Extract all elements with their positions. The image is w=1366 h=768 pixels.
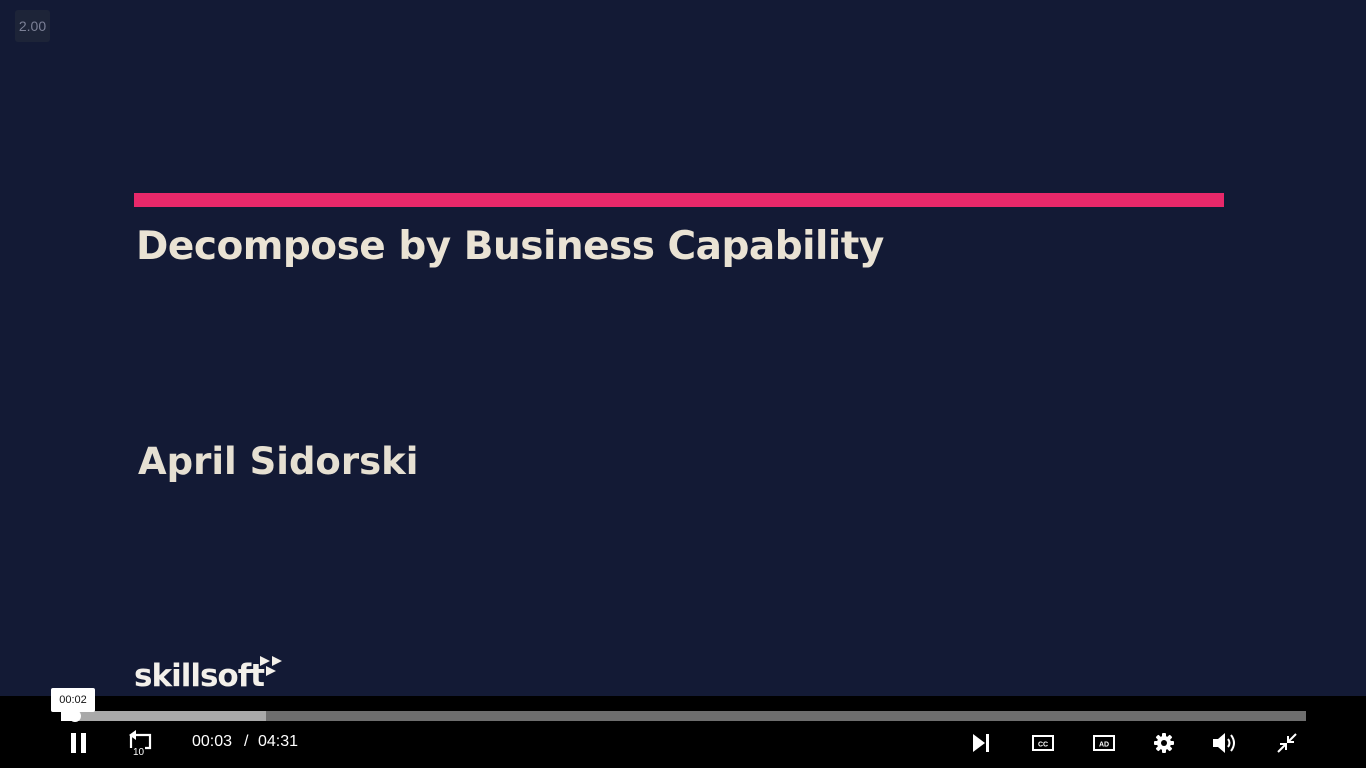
captions-button[interactable]: CC: [1023, 726, 1063, 760]
volume-icon: [1213, 733, 1235, 753]
progress-played: [61, 711, 75, 721]
rewind-seconds-label: 10: [133, 747, 145, 757]
playback-speed-badge: 2.00: [15, 10, 50, 42]
pause-icon: [71, 733, 86, 753]
rewind-10-icon: 10: [129, 730, 152, 757]
scrub-handle[interactable]: [68, 710, 81, 722]
gear-icon: [1154, 733, 1174, 753]
ad-label: AD: [1099, 742, 1109, 749]
progress-buffered: [61, 711, 267, 721]
control-bar: 00:02 10 00:03 / 04:31: [0, 688, 1366, 768]
current-time: 00:03: [192, 733, 233, 750]
video-frame[interactable]: 2.00 Decompose by Business Capability Ap…: [0, 0, 1366, 696]
duration: 04:31: [258, 733, 299, 750]
skip-next-icon: [973, 734, 989, 752]
progress-bar[interactable]: [61, 710, 1306, 722]
skillsoft-logo: skillsoft: [134, 652, 282, 696]
logo-arrows-icon: [260, 656, 282, 676]
audio-description-button[interactable]: AD: [1084, 726, 1124, 760]
exit-fullscreen-button[interactable]: [1267, 726, 1307, 760]
closed-captions-icon: CC: [1032, 735, 1054, 751]
settings-button[interactable]: [1144, 726, 1184, 760]
pause-button[interactable]: [59, 726, 99, 760]
slide-title: Decompose by Business Capability: [136, 224, 884, 269]
volume-button[interactable]: [1205, 726, 1245, 760]
exit-fullscreen-icon: [1277, 733, 1297, 753]
time-separator: /: [244, 733, 249, 750]
hover-time-tooltip: 00:02: [51, 688, 95, 712]
presenter-name: April Sidorski: [138, 440, 419, 483]
audio-description-icon: AD: [1093, 735, 1115, 751]
title-accent-bar: [134, 193, 1224, 207]
next-button[interactable]: [961, 726, 1001, 760]
logo-wordmark: skillsoft: [134, 658, 265, 694]
cc-label: CC: [1038, 742, 1048, 749]
rewind-10-button[interactable]: 10: [121, 726, 161, 760]
